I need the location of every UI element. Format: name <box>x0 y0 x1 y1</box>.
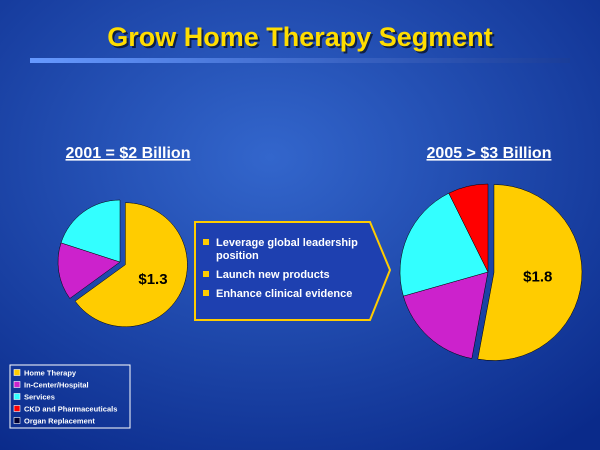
legend-label: Services <box>24 393 55 402</box>
slice-label: $1.3 <box>138 271 167 288</box>
pie-slice <box>60 199 121 263</box>
pie-slice <box>448 183 489 273</box>
legend-swatch <box>13 393 21 400</box>
legend-swatch <box>13 405 21 412</box>
callout: Leverage global leadership position Launch… <box>203 237 358 300</box>
pie-slice <box>403 271 489 359</box>
pie-slice <box>57 242 121 299</box>
legend-label: CKD and Pharmaceuticals <box>24 405 117 414</box>
legend-label: Home Therapy <box>24 369 77 378</box>
title: Grow Home Therapy Segment <box>107 22 493 52</box>
bullet <box>203 271 209 277</box>
legend: Home Therapy In-Center/Hospital Services CK… <box>13 369 117 426</box>
legend-swatch <box>13 369 21 376</box>
pie-slice <box>74 202 188 327</box>
pie-title: 2001 = $2 Billion <box>66 145 191 162</box>
bullet <box>203 290 209 296</box>
callout-item: Leverage global leadership position <box>216 237 358 262</box>
callout-item: Launch new products <box>216 269 330 281</box>
legend-swatch <box>13 417 21 424</box>
pie-slice <box>399 192 489 297</box>
legend-label: Organ Replacement <box>24 417 95 426</box>
pie-slice <box>477 184 583 361</box>
legend-label: In-Center/Hospital <box>24 381 89 390</box>
callout-item: Enhance clinical evidence <box>216 288 352 300</box>
slice-label: $1.8 <box>523 269 552 286</box>
title-rule <box>30 58 570 63</box>
legend-swatch <box>13 381 21 388</box>
legend-box <box>9 364 131 429</box>
callout-arrow <box>194 221 392 321</box>
pie-title: 2005 > $3 Billion <box>427 145 552 162</box>
bullet <box>203 239 209 245</box>
title-shadow: Grow Home Therapy Segment <box>109 24 495 54</box>
